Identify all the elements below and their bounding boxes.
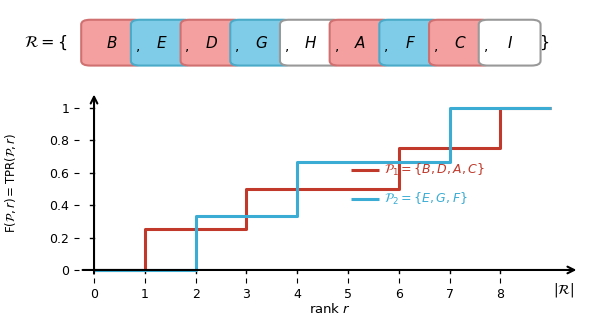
Text: $\mathit{G}$: $\mathit{G}$ (255, 35, 268, 51)
Text: ,: , (484, 40, 488, 53)
Text: $\mathcal{R} = \{$: $\mathcal{R} = \{$ (24, 33, 68, 52)
Text: $\mathcal{P}_2 = \{E, G, F\}$: $\mathcal{P}_2 = \{E, G, F\}$ (384, 191, 467, 207)
Text: $\mathit{E}$: $\mathit{E}$ (156, 35, 168, 51)
Text: $\mathit{C}$: $\mathit{C}$ (454, 35, 466, 51)
Text: $\mathit{H}$: $\mathit{H}$ (304, 35, 318, 51)
Text: $\mathit{A}$: $\mathit{A}$ (355, 35, 367, 51)
Text: $\mathrm{F}(\mathcal{P},r) = \mathrm{TPR}(\mathcal{P},r)$: $\mathrm{F}(\mathcal{P},r) = \mathrm{TPR… (4, 133, 18, 234)
Text: $\}$: $\}$ (539, 33, 549, 52)
Text: ,: , (136, 40, 140, 53)
Text: $|\mathcal{R}|$: $|\mathcal{R}|$ (553, 281, 574, 299)
Text: $\mathcal{P}_1 = \{B, D, A, C\}$: $\mathcal{P}_1 = \{B, D, A, C\}$ (384, 161, 484, 178)
Text: ,: , (434, 40, 438, 53)
Text: ,: , (185, 40, 190, 53)
Text: $\mathit{D}$: $\mathit{D}$ (205, 35, 218, 51)
Text: $\mathit{I}$: $\mathit{I}$ (507, 35, 513, 51)
Text: $\mathit{B}$: $\mathit{B}$ (106, 35, 118, 51)
Text: ,: , (335, 40, 339, 53)
Text: ,: , (384, 40, 388, 53)
X-axis label: rank $r$: rank $r$ (309, 302, 351, 316)
Text: ,: , (235, 40, 239, 53)
Text: $\mathit{F}$: $\mathit{F}$ (405, 35, 416, 51)
Text: ,: , (285, 40, 289, 53)
